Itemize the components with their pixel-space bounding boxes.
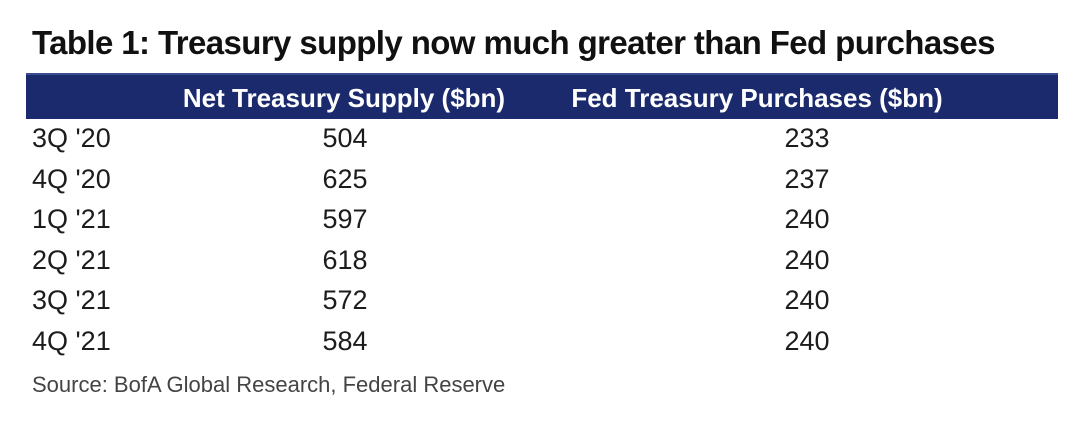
column-header-fed-treasury-purchases: Fed Treasury Purchases ($bn) — [571, 83, 943, 113]
table-header: Net Treasury Supply ($bn) Fed Treasury P… — [26, 73, 1058, 119]
fed-treasury-purchases-value: 240 — [784, 285, 830, 315]
net-treasury-supply-value: 584 — [322, 325, 368, 356]
table-row: 3Q '21 572 240 — [0, 279, 1080, 320]
row-period-label: 3Q '21 — [32, 285, 111, 315]
net-treasury-supply-value: 597 — [322, 204, 368, 234]
net-treasury-supply-value: 625 — [322, 163, 368, 194]
table-row: 1Q '21 597 240 — [0, 198, 1080, 239]
source-note: Source: BofA Global Research, Federal Re… — [32, 372, 506, 397]
row-period-label: 4Q '21 — [32, 325, 111, 356]
net-treasury-supply-value: 504 — [322, 123, 368, 153]
net-treasury-supply-value: 618 — [322, 244, 368, 275]
table-row: 2Q '21 618 240 — [0, 239, 1080, 280]
fed-treasury-purchases-value: 233 — [784, 123, 830, 153]
fed-treasury-purchases-value: 240 — [784, 204, 830, 234]
table-row: 4Q '21 584 240 — [0, 320, 1080, 361]
fed-treasury-purchases-value: 240 — [784, 244, 830, 275]
row-period-label: 2Q '21 — [32, 244, 111, 275]
fed-treasury-purchases-value: 237 — [784, 163, 830, 194]
row-period-label: 3Q '20 — [32, 123, 111, 153]
table-body: 3Q '20 504 233 4Q '20 625 237 1Q '21 597 240 2Q '… — [0, 117, 1080, 360]
table-row: 3Q '20 504 233 — [0, 117, 1080, 158]
row-period-label: 4Q '20 — [32, 163, 111, 194]
row-period-label: 1Q '21 — [32, 204, 111, 234]
column-header-net-treasury-supply: Net Treasury Supply ($bn) — [182, 83, 506, 113]
fed-treasury-purchases-value: 240 — [784, 325, 830, 356]
table-row: 4Q '20 625 237 — [0, 158, 1080, 199]
net-treasury-supply-value: 572 — [322, 285, 368, 315]
table-title: Table 1: Treasury supply now much greate… — [32, 24, 995, 61]
